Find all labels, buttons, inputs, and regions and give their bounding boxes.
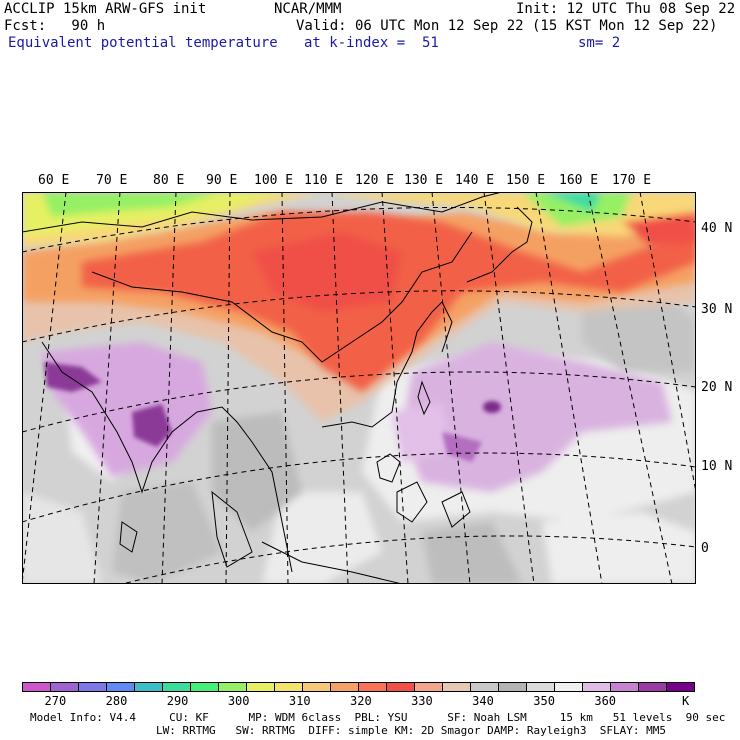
colorbar-tick-label: 350 — [533, 694, 555, 708]
model-title: ACCLIP 15km ARW-GFS init — [4, 1, 207, 17]
smoothing-label: sm= 2 — [578, 35, 621, 51]
map-frame — [22, 192, 696, 584]
init-time: Init: 12 UTC Thu 08 Sep 22 — [516, 1, 736, 17]
colorbar-tick-label: 310 — [288, 694, 311, 708]
colorbar-swatch — [330, 682, 359, 692]
lat-label: 20 N — [701, 380, 733, 395]
colorbar-swatch — [50, 682, 79, 692]
colorbar-swatch — [470, 682, 499, 692]
theta-e-map — [22, 192, 696, 584]
colorbar-swatch — [666, 682, 695, 692]
colorbar-swatch — [106, 682, 135, 692]
colorbar-swatch — [442, 682, 471, 692]
colorbar-swatch — [190, 682, 219, 692]
lon-label: 80 E — [153, 173, 185, 188]
lon-label: 140 E — [455, 173, 495, 188]
colorbar-swatch — [246, 682, 275, 692]
colorbar-tick-label: 320 — [350, 694, 372, 708]
lat-label: 40 N — [701, 221, 733, 236]
model-info-line: Model Info: V4.4 CU: KF MP: WDM 6class P… — [30, 711, 726, 724]
lon-label: 100 E — [254, 173, 294, 188]
colorbar-swatch — [498, 682, 527, 692]
colorbar-swatch — [78, 682, 107, 692]
field-gray-patches — [112, 292, 696, 584]
colorbar-swatch — [358, 682, 387, 692]
lon-label: 130 E — [404, 173, 444, 188]
physics-info-line: LW: RRTMG SW: RRTMG DIFF: simple KM: 2D … — [156, 724, 666, 737]
colorbar-swatch — [554, 682, 583, 692]
colorbar-swatch — [274, 682, 303, 692]
colorbar-tick-label: 290 — [166, 694, 189, 708]
colorbar-swatch — [386, 682, 415, 692]
colorbar-swatch — [218, 682, 247, 692]
lon-label: 90 E — [206, 173, 238, 188]
colorbar-swatch — [134, 682, 163, 692]
colorbar-tick-label: 340 — [472, 694, 494, 708]
field-name: Equivalent potential temperature — [8, 35, 278, 51]
colorbar-swatch — [162, 682, 191, 692]
colorbar-swatch — [526, 682, 555, 692]
valid-time: Valid: 06 UTC Mon 12 Sep 22 (15 KST Mon … — [296, 18, 718, 34]
lon-label: 110 E — [304, 173, 344, 188]
colorbar-tick-label: 280 — [105, 694, 128, 708]
colorbar-tick-label: 330 — [411, 694, 433, 708]
colorbar-swatch — [414, 682, 443, 692]
field-dark-purple — [44, 362, 501, 462]
coastlines — [22, 192, 533, 584]
institution-label: NCAR/MMM — [274, 1, 342, 17]
colorbar-swatch — [610, 682, 639, 692]
colorbar-swatch — [638, 682, 667, 692]
colorbar-tick-label: 360 — [594, 694, 617, 708]
lon-label: 70 E — [96, 173, 128, 188]
colorbar-tick-label: 270 — [44, 694, 67, 708]
lon-label: 160 E — [559, 173, 599, 188]
lat-label: 30 N — [701, 302, 733, 317]
colorbar-swatch — [22, 682, 51, 692]
forecast-hour: Fcst: 90 h — [4, 18, 106, 34]
lat-label: 10 N — [701, 459, 733, 474]
lat-label: 0 — [701, 541, 709, 556]
colorbar-tick-label: 300 — [227, 694, 250, 708]
level-index: at k-index = 51 — [304, 35, 439, 51]
field-north-cool — [22, 192, 696, 247]
lon-label: 60 E — [38, 173, 70, 188]
colorbar-tick-label: K — [682, 694, 690, 708]
graticule — [22, 192, 696, 584]
lon-label: 150 E — [506, 173, 546, 188]
lon-label: 170 E — [612, 173, 652, 188]
colorbar-swatch — [302, 682, 331, 692]
colorbar-swatch — [582, 682, 611, 692]
lon-label: 120 E — [355, 173, 395, 188]
